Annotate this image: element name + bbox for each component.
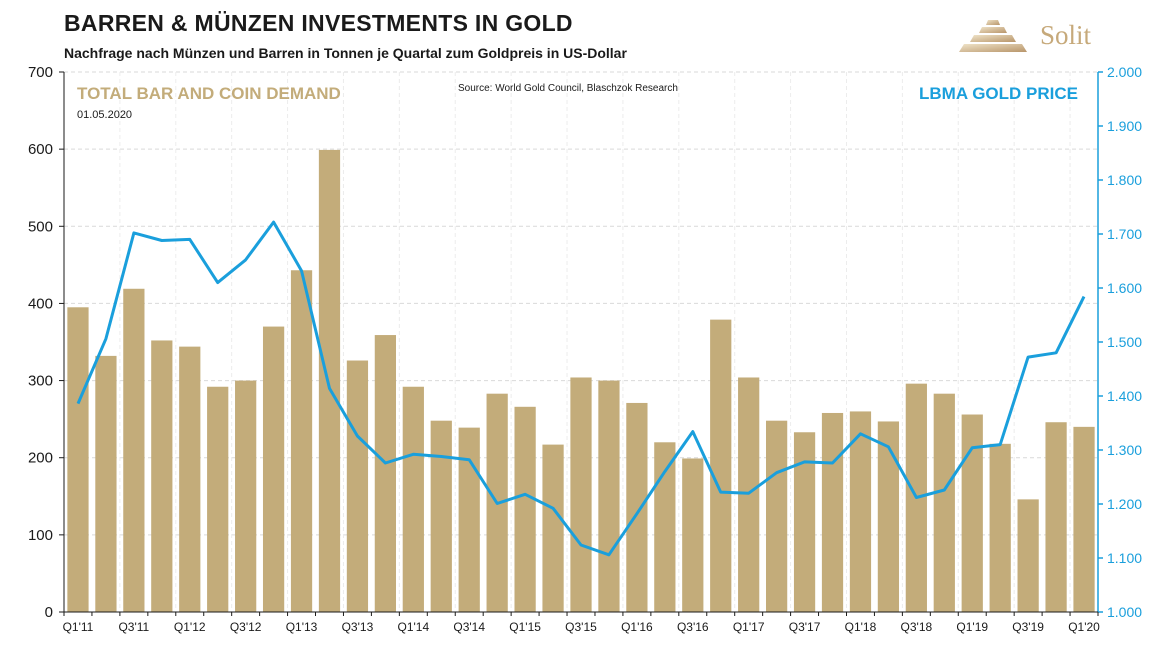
x-tick-label: Q3'13 <box>342 620 374 634</box>
bar <box>682 458 704 612</box>
gold-price-line <box>76 220 1086 557</box>
axes: 0 100 200 300 400 500 600 700 1.000 1.100 1.200 1.3… <box>28 64 1142 634</box>
bar <box>262 326 285 612</box>
left-tick-label: 500 <box>28 218 53 235</box>
left-tick-label: 300 <box>28 373 53 390</box>
logo-text: Solit <box>1040 20 1092 50</box>
bar <box>849 411 872 612</box>
right-tick-label: 1.500 <box>1107 334 1142 350</box>
bar <box>570 377 592 612</box>
left-tick-label: 0 <box>45 604 53 621</box>
date-label: 01.05.2020 <box>77 109 132 121</box>
left-tick-label: 200 <box>28 450 53 467</box>
bar <box>1017 499 1039 612</box>
x-tick-label: Q1'13 <box>286 620 318 634</box>
bar <box>95 355 117 612</box>
x-tick-label: Q1'15 <box>509 620 541 634</box>
x-tick-label: Q3'15 <box>565 620 597 634</box>
bar <box>542 444 564 612</box>
right-tick-label: 1.200 <box>1107 496 1142 512</box>
left-tick-label: 600 <box>28 141 53 158</box>
x-tick-label: Q3'16 <box>677 620 709 634</box>
right-tick-label: 1.700 <box>1107 226 1142 242</box>
right-tick-label: 2.000 <box>1107 64 1142 80</box>
right-tick-label: 1.600 <box>1107 280 1142 296</box>
stepped-pyramid-logo-icon <box>959 20 1027 52</box>
bar <box>67 307 89 612</box>
bar <box>235 380 257 612</box>
x-tick-label: Q3'12 <box>230 620 262 634</box>
bar <box>290 270 313 612</box>
bar <box>430 420 452 612</box>
bar <box>710 319 732 612</box>
bar <box>626 402 648 612</box>
bar <box>598 380 620 612</box>
bar <box>821 412 844 612</box>
x-tick-label: Q1'19 <box>956 620 988 634</box>
right-tick-label: 1.800 <box>1107 172 1142 188</box>
bar <box>793 432 816 612</box>
left-tick-label: 100 <box>28 527 53 544</box>
right-tick-label: 1.100 <box>1107 550 1142 566</box>
chart-title: BARREN & MÜNZEN INVESTMENTS IN GOLD <box>64 10 573 36</box>
x-tick-label: Q1'12 <box>174 620 206 634</box>
bar <box>402 386 424 612</box>
bar <box>374 335 396 612</box>
bar <box>766 420 788 612</box>
right-tick-label: 1.000 <box>1107 604 1142 620</box>
bar <box>151 340 173 612</box>
x-tick-label: Q1'18 <box>845 620 877 634</box>
x-tick-label: Q1'11 <box>63 620 94 634</box>
bar <box>179 346 201 612</box>
x-tick-label: Q3'14 <box>453 620 485 634</box>
x-tick-label: Q3'18 <box>901 620 933 634</box>
bar <box>877 421 900 612</box>
bar <box>346 360 369 612</box>
bar <box>1073 426 1095 612</box>
bar <box>933 393 955 612</box>
bar <box>989 443 1011 612</box>
x-tick-label: Q3'19 <box>1012 620 1044 634</box>
source-label: Source: World Gold Council, Blaschzok Re… <box>458 83 678 94</box>
bar <box>123 288 145 612</box>
x-tick-label: Q1'20 <box>1068 620 1100 634</box>
x-tick-label: Q3'11 <box>118 620 149 634</box>
bar <box>654 442 676 612</box>
solit-logo: Solit <box>958 18 1108 58</box>
chart-subtitle: Nachfrage nach Münzen und Barren in Tonn… <box>64 45 627 61</box>
x-tick-label: Q1'16 <box>621 620 653 634</box>
line-series <box>76 220 1086 557</box>
bar-series <box>67 149 1095 612</box>
right-tick-label: 1.400 <box>1107 388 1142 404</box>
bar <box>961 414 983 612</box>
x-tick-label: Q1'14 <box>397 620 429 634</box>
x-tick-label: Q3'17 <box>789 620 821 634</box>
legend-bar-label: TOTAL BAR AND COIN DEMAND <box>77 84 341 103</box>
bar <box>318 149 341 612</box>
x-tick-label: Q1'17 <box>733 620 765 634</box>
bar <box>514 406 536 612</box>
bar <box>207 386 229 612</box>
right-tick-label: 1.300 <box>1107 442 1142 458</box>
legend-line-label: LBMA GOLD PRICE <box>919 84 1078 103</box>
bar <box>738 377 760 612</box>
left-tick-label: 700 <box>28 64 53 81</box>
right-tick-label: 1.900 <box>1107 118 1142 134</box>
bar <box>458 427 480 612</box>
bar <box>1045 422 1067 612</box>
left-tick-label: 400 <box>28 295 53 312</box>
